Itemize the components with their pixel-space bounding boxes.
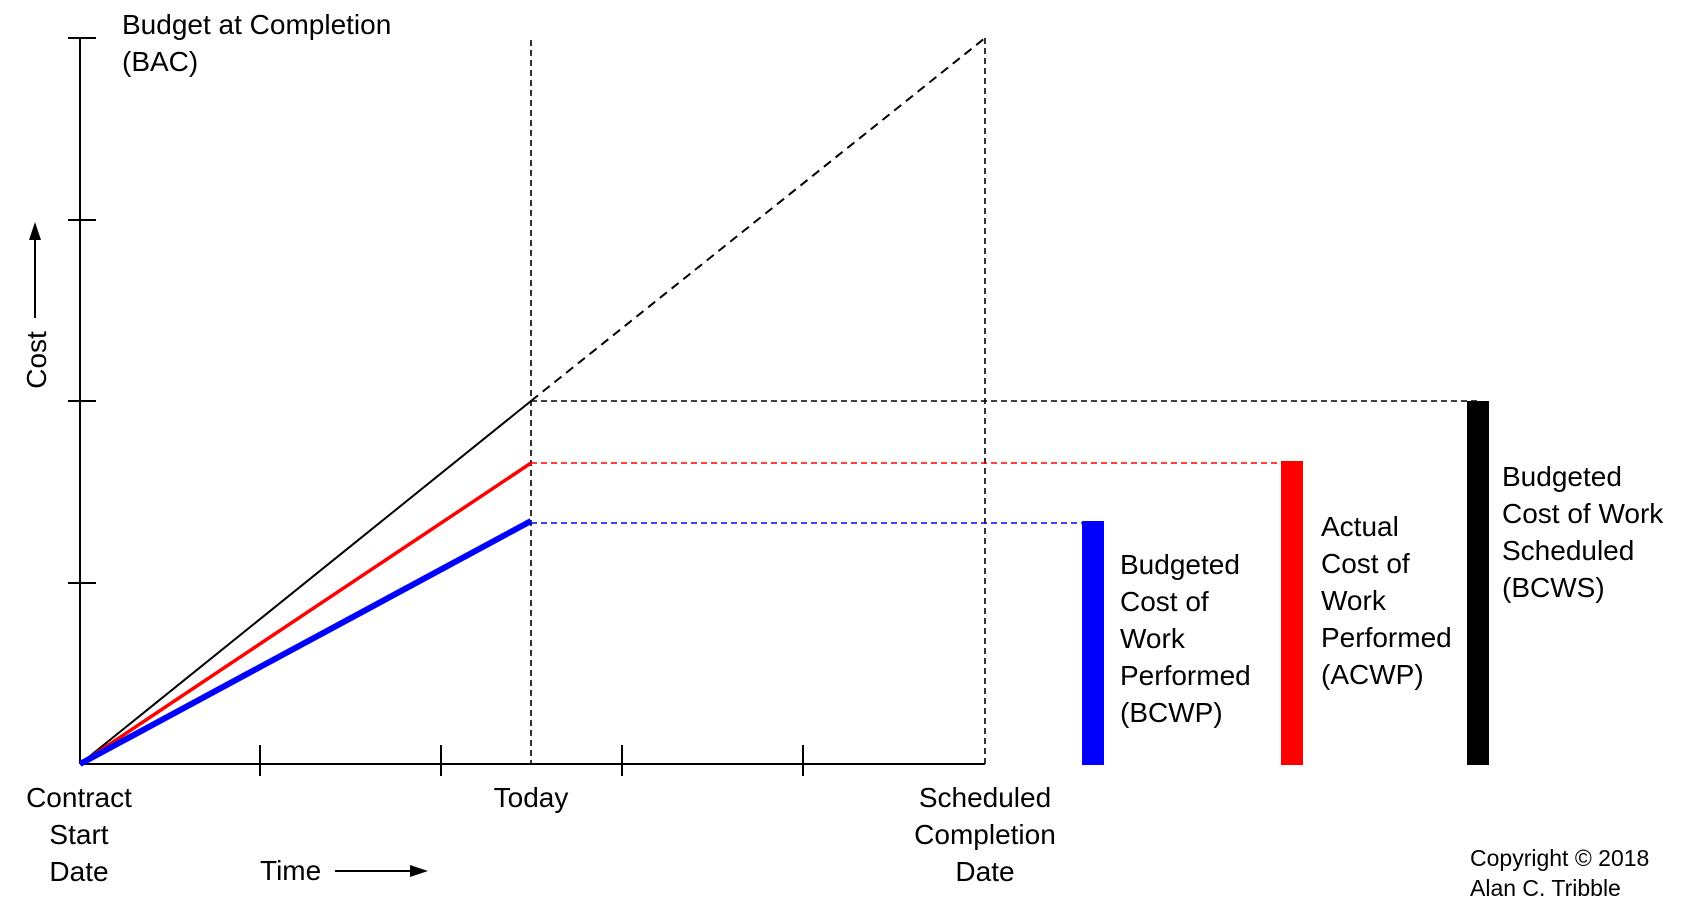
acwp-label: Actual Cost of Work Performed (ACWP)	[1321, 511, 1452, 690]
x-ticks	[259, 745, 804, 776]
time-arrow	[335, 865, 428, 877]
copyright-notice: Copyright © 2018 Alan C. Tribble	[1470, 845, 1650, 901]
time-axis-label: Time	[260, 855, 322, 886]
bcws-label: Budgeted Cost of Work Scheduled (BCWS)	[1502, 461, 1664, 603]
cost-axis-label: Cost	[21, 331, 52, 389]
y-ticks	[68, 37, 96, 584]
cost-arrow	[29, 222, 41, 318]
bcws-projection-line	[530, 37, 986, 402]
bac-label: Budget at Completion (BAC)	[122, 9, 392, 77]
bcwp-line	[78, 518, 533, 767]
contract-start-label: Contract Start Date	[26, 782, 132, 887]
bcws-bar	[1467, 401, 1489, 765]
bcwp-bar	[1082, 521, 1104, 765]
bcws-line	[79, 400, 532, 765]
today-label: Today	[493, 782, 569, 813]
acwp-line	[79, 461, 532, 766]
scheduled-completion-label: Scheduled Completion Date	[914, 782, 1056, 887]
bcwp-label: Budgeted Cost of Work Performed (BCWP)	[1120, 549, 1251, 728]
acwp-bar	[1281, 461, 1303, 765]
